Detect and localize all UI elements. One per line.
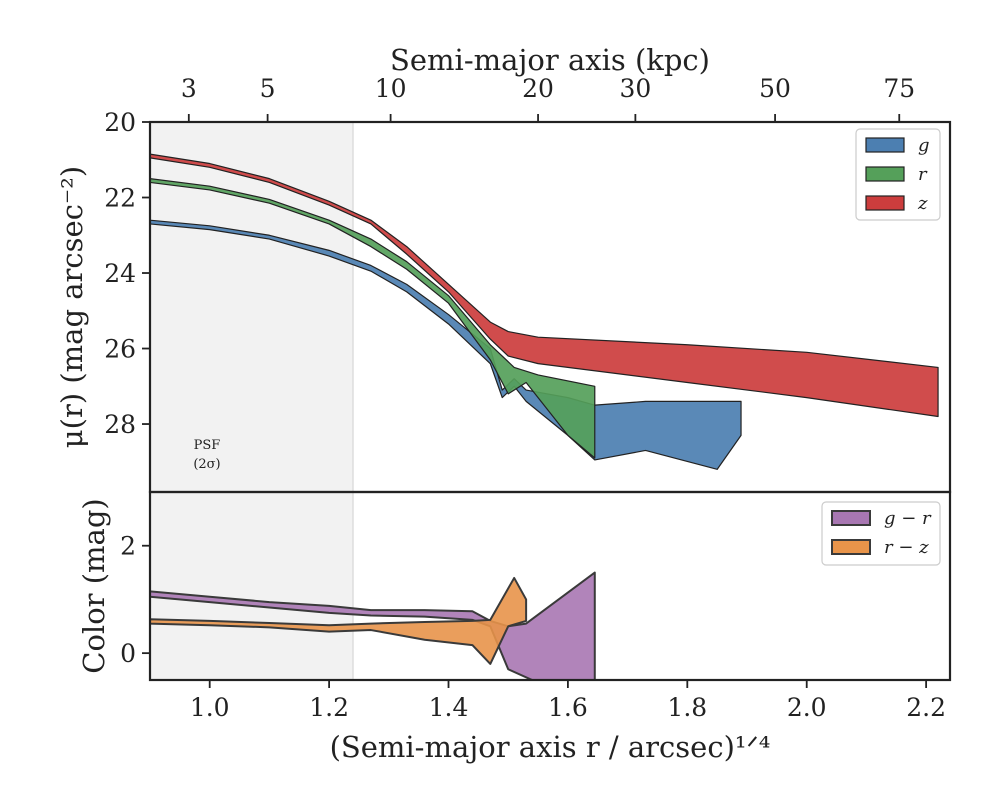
band-r-z-color bbox=[150, 576, 528, 665]
y-axis-label-color: Color (mag) bbox=[77, 498, 111, 673]
legend-swatch-r bbox=[865, 166, 905, 182]
secondary-x-tick-label: 5 bbox=[260, 74, 276, 103]
y-axis-label-surface-brightness: μ(r) (mag arcsec⁻²) bbox=[55, 166, 89, 448]
x-tick-label: 1.6 bbox=[548, 693, 588, 722]
band-r-surface-brightness bbox=[150, 178, 596, 459]
secondary-x-tick-label: 3 bbox=[181, 74, 197, 103]
secondary-x-tick-label: 75 bbox=[883, 74, 915, 103]
secondary-x-tick-label: 50 bbox=[759, 74, 791, 103]
y-tick-label-top: 24 bbox=[104, 259, 136, 288]
legend-swatch-g bbox=[865, 137, 905, 153]
psf-label-line2: (2σ) bbox=[193, 457, 220, 472]
legend-label-z: z bbox=[917, 193, 928, 214]
y-tick-label-top: 28 bbox=[104, 410, 136, 439]
psf-label-line1: PSF bbox=[194, 438, 221, 453]
legend-swatch-g-r bbox=[831, 510, 871, 526]
secondary-x-axis-title: Semi-major axis (kpc) bbox=[390, 43, 710, 77]
y-tick-label-bottom: 0 bbox=[120, 639, 136, 668]
x-tick-label: 1.4 bbox=[429, 693, 469, 722]
legend-label-g: g bbox=[918, 135, 930, 156]
psf-region bbox=[150, 122, 353, 680]
bottom-panel-frame bbox=[148, 490, 952, 682]
y-tick-label-top: 20 bbox=[104, 108, 136, 137]
secondary-x-tick-label: 20 bbox=[522, 74, 554, 103]
y-tick-label-top: 22 bbox=[104, 184, 136, 213]
x-tick-label: 1.8 bbox=[667, 693, 707, 722]
x-tick-label: 2.2 bbox=[906, 693, 946, 722]
legend-label-r: r bbox=[918, 164, 928, 185]
secondary-x-tick-label: 10 bbox=[375, 74, 407, 103]
x-tick-label: 1.0 bbox=[190, 693, 230, 722]
legend-swatch-r-z bbox=[831, 539, 871, 555]
legend-label-r-z: r − z bbox=[884, 537, 929, 558]
legend-label-g-r: g − r bbox=[884, 508, 932, 529]
y-tick-label-bottom: 2 bbox=[120, 532, 136, 561]
secondary-x-tick-label: 30 bbox=[619, 74, 651, 103]
band-z-surface-brightness bbox=[150, 153, 939, 418]
y-tick-label-top: 26 bbox=[104, 335, 136, 364]
x-tick-label: 2.0 bbox=[787, 693, 827, 722]
x-axis-label: (Semi-major axis r / arcsec)¹ᐟ⁴ bbox=[330, 730, 771, 764]
x-tick-label: 1.2 bbox=[309, 693, 349, 722]
legend-swatch-z bbox=[865, 195, 905, 211]
